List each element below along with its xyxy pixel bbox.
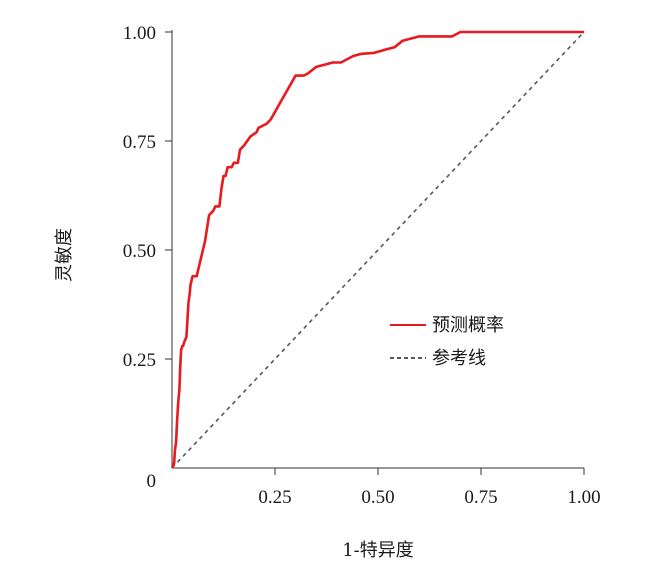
legend-label-predicted: 预测概率 xyxy=(432,315,504,336)
y-tick-label: 0.25 xyxy=(123,350,156,371)
y-tick-label: 1.00 xyxy=(123,23,156,44)
y-tick-label: 0.50 xyxy=(123,241,156,262)
roc-curve-line xyxy=(170,30,584,469)
x-axis-title: 1-特异度 xyxy=(342,540,414,561)
origin-label: 0 xyxy=(147,471,157,492)
reference-line xyxy=(171,31,585,469)
x-tick-label: 1.00 xyxy=(567,487,600,508)
x-tick-label: 0.50 xyxy=(361,487,394,508)
x-tick-label: 0.25 xyxy=(258,487,291,508)
y-axis-title: 灵敏度 xyxy=(54,228,75,282)
legend-label-reference: 参考线 xyxy=(432,348,486,369)
legend: 预测概率 参考线 xyxy=(390,315,504,369)
y-tick-label: 0.75 xyxy=(123,132,156,153)
x-tick-label: 0.75 xyxy=(464,487,497,508)
